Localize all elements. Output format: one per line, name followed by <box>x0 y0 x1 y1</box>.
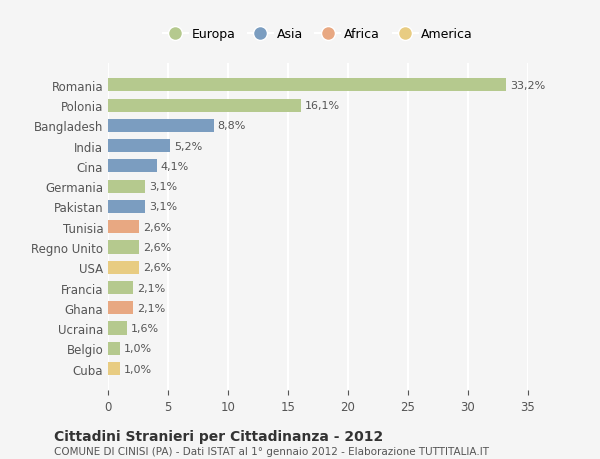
Bar <box>108 362 120 375</box>
Bar <box>108 342 120 355</box>
Bar <box>108 281 133 294</box>
Text: 2,6%: 2,6% <box>143 242 171 252</box>
Bar <box>108 180 145 193</box>
Bar <box>108 119 214 133</box>
Text: 3,1%: 3,1% <box>149 182 177 192</box>
Text: 3,1%: 3,1% <box>149 202 177 212</box>
Text: 16,1%: 16,1% <box>305 101 340 111</box>
Bar <box>108 99 301 112</box>
Text: 2,6%: 2,6% <box>143 263 171 273</box>
Text: 5,2%: 5,2% <box>174 141 202 151</box>
Bar <box>108 322 127 335</box>
Text: 2,1%: 2,1% <box>137 283 165 293</box>
Text: Cittadini Stranieri per Cittadinanza - 2012: Cittadini Stranieri per Cittadinanza - 2… <box>54 429 383 443</box>
Text: 1,0%: 1,0% <box>124 343 152 353</box>
Text: 2,6%: 2,6% <box>143 222 171 232</box>
Bar <box>108 302 133 315</box>
Text: 4,1%: 4,1% <box>161 162 189 172</box>
Bar <box>108 241 139 254</box>
Bar <box>108 160 157 173</box>
Text: 2,1%: 2,1% <box>137 303 165 313</box>
Bar <box>108 201 145 213</box>
Text: 1,6%: 1,6% <box>131 323 159 333</box>
Bar <box>108 140 170 153</box>
Text: 8,8%: 8,8% <box>217 121 245 131</box>
Text: COMUNE DI CINISI (PA) - Dati ISTAT al 1° gennaio 2012 - Elaborazione TUTTITALIA.: COMUNE DI CINISI (PA) - Dati ISTAT al 1°… <box>54 446 489 456</box>
Text: 1,0%: 1,0% <box>124 364 152 374</box>
Bar <box>108 79 506 92</box>
Text: 33,2%: 33,2% <box>510 81 545 90</box>
Legend: Europa, Asia, Africa, America: Europa, Asia, Africa, America <box>163 28 473 41</box>
Bar <box>108 261 139 274</box>
Bar <box>108 221 139 234</box>
